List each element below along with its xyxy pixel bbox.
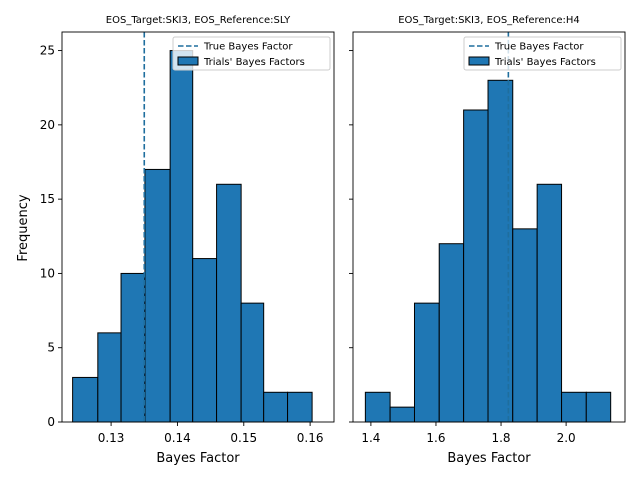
legend-box [172,36,331,71]
panel-1-xlabel: Bayes Factor [156,451,240,466]
panel-2-title: EOS_Target:SKI3, EOS_Reference:H4 [398,15,580,26]
x-tick-label: 0.15 [230,431,257,445]
y-tick-label: 5 [47,341,55,355]
x-tick-label: 0.16 [297,431,324,445]
legend-box [463,36,622,71]
y-tick-label: 0 [47,415,55,429]
histogram-bar [263,391,289,423]
histogram-bar [169,50,194,423]
histogram-bar [512,228,538,423]
y-tick-label: 15 [40,192,55,206]
histogram-bar [144,168,171,423]
histogram-bar [438,243,465,423]
histogram-bar [97,332,122,423]
histogram-bar [413,302,440,423]
legend-trials-swatch [177,56,199,66]
axes-frame [352,31,626,423]
histogram-bar [364,391,391,423]
x-tick-label: 1.4 [361,431,380,445]
histogram-bar [120,272,146,423]
histogram-bar [287,391,313,423]
x-tick-label: 2.0 [557,431,576,445]
panel-2-xlabel: Bayes Factor [447,451,531,466]
y-tick-label: 20 [40,118,55,132]
axes-frame [61,31,335,423]
histogram-bar [536,183,563,423]
histogram-bar [389,406,415,423]
histogram-bar [192,258,218,423]
x-tick-label: 1.8 [491,431,510,445]
histogram-bar [585,391,612,423]
legend-trials-label: Trials' Bayes Factors [494,57,596,68]
legend-trials-label: Trials' Bayes Factors [203,57,305,68]
y-tick-label: 25 [40,44,55,58]
x-tick-label: 0.13 [98,431,125,445]
histogram-bar [240,302,265,423]
x-tick-label: 1.6 [426,431,445,445]
histogram-bar [216,183,242,423]
legend-true-label: True Bayes Factor [494,42,584,53]
histogram-bar [72,376,99,423]
y-tick-label: 10 [40,266,55,280]
legend-trials-swatch [468,56,490,66]
figure-ylabel: Frequency [16,194,31,261]
histogram-bar [561,391,587,423]
legend-true-label: True Bayes Factor [203,42,293,53]
panel-1-title: EOS_Target:SKI3, EOS_Reference:SLY [106,15,291,26]
histogram-bar [463,109,489,423]
x-tick-label: 0.14 [164,431,191,445]
